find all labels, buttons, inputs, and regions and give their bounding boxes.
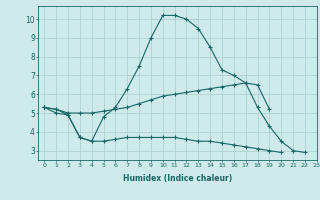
X-axis label: Humidex (Indice chaleur): Humidex (Indice chaleur) [123, 174, 232, 183]
